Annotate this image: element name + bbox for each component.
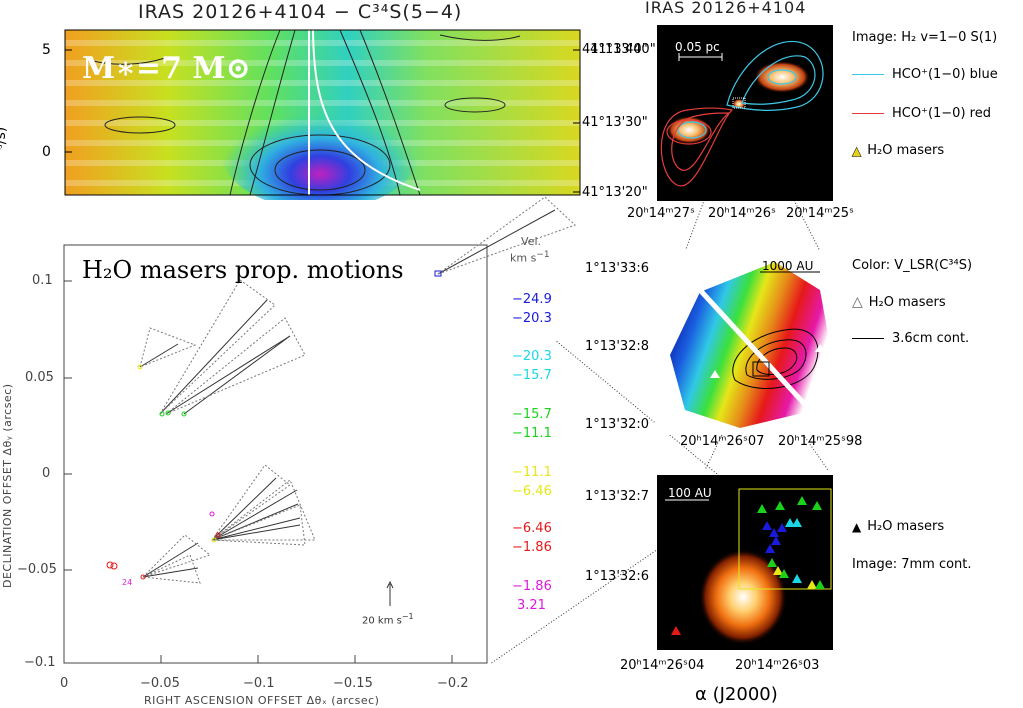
legend-label: Image: 7mm cont. [852, 557, 972, 572]
pv-ytick-0: 0 [42, 144, 51, 160]
legend-label: Image: H₂ v=1−0 S(1) [852, 30, 998, 45]
vel-range-3-lo: −6.46 [512, 484, 552, 499]
legend-line-swatch [852, 113, 884, 114]
br-maser-triangles [671, 496, 825, 635]
legend-label: H₂O masers [867, 143, 945, 158]
pm-ytick-0.1: 0.1 [32, 273, 53, 288]
pv-core-emission [220, 90, 420, 200]
pv-keplerian-curve [312, 29, 421, 191]
pv-ytick-5: 5 [42, 42, 51, 58]
pm-xtick-0: 0 [60, 676, 69, 691]
mr-dec-tick-32.8: 1°13'32:8 [585, 339, 650, 354]
triangle-icon: ▲ [852, 143, 862, 158]
maser-motion-vectors [139, 196, 576, 584]
legend-label: HCO⁺(1−0) blue [892, 67, 998, 82]
mr-ra-tick-07: 20ʰ14ᵐ26ˢ07 [680, 434, 765, 449]
legend-label: HCO⁺(1−0) red [892, 106, 991, 121]
triangle-icon: ▲ [852, 519, 862, 534]
mr-legend-item-0: Color: V_LSR(C³⁴S) [852, 258, 972, 273]
br-dec-tick-32.7: 1°13'32:7 [585, 489, 650, 504]
vel-range-5-hi: −1.86 [512, 579, 552, 594]
pm-ytick-0: 0 [42, 466, 51, 481]
mr-scale-bar: 1000 AU [762, 259, 814, 273]
mr-legend-item-2: 3.6cm cont. [852, 331, 969, 346]
tr-title: IRAS 20126+4104 [645, 0, 807, 17]
pm-xtick-m0.2: −0.2 [437, 676, 469, 691]
tr-legend-item-2: HCO⁺(1−0) red [852, 106, 991, 121]
vel-range-4-hi: −6.46 [512, 521, 552, 536]
vel-range-3-hi: −11.1 [512, 465, 552, 480]
vel-range-2-hi: −15.7 [512, 407, 552, 422]
vel-range-5-lo: 3.21 [517, 598, 546, 613]
pm-ytick-m0.1: −0.1 [24, 655, 56, 670]
legend-line-swatch [852, 74, 884, 75]
pv-diagram [64, 29, 581, 200]
vel-range-1-lo: −15.7 [512, 368, 552, 383]
br-ra-tick-03: 20ʰ14ᵐ26ˢ03 [735, 658, 820, 673]
pv-contours [89, 29, 521, 196]
tr-scale-bar: 0.05 pc [675, 40, 720, 54]
pv-ticks [65, 49, 580, 193]
vel-range-4-lo: −1.86 [512, 540, 552, 555]
legend-label: H₂O masers [867, 519, 945, 534]
pv-title: IRAS 20126+4104 − C³⁴S(5−4) [138, 1, 463, 23]
br-xlabel: α (J2000) [695, 684, 778, 705]
vel-range-0-hi: −24.9 [512, 292, 552, 307]
br-ra-tick-04: 20ʰ14ᵐ26ˢ04 [620, 658, 705, 673]
mr-dec-tick-32.0: 1°13'32:0 [585, 417, 650, 432]
triangle-icon: △ [852, 294, 863, 310]
pv-dec-tick-20: 41°13'20" [582, 185, 648, 200]
mr-ra-tick-98: 20ʰ14ᵐ25ˢ98 [778, 434, 863, 449]
vel-range-0-lo: −20.3 [512, 311, 552, 326]
tr-legend-item-1: HCO⁺(1−0) blue [852, 67, 998, 82]
propmotion-plot [63, 196, 576, 664]
tr-ra-tick-27: 20ʰ14ᵐ27ˢ [627, 206, 695, 221]
propmotion-ticks [64, 280, 453, 664]
legend-label: Color: V_LSR(C³⁴S) [852, 258, 973, 273]
pm-xtick-m0.1: −0.1 [243, 676, 275, 691]
pv-mass-label: M∗=7 M⊙ [82, 51, 251, 86]
pm-xlabel: RIGHT ASCENSION OFFSET Δθₓ (arcsec) [144, 694, 380, 707]
pm-ytick-m0.05: −0.05 [17, 562, 57, 577]
tr-ra-tick-26: 20ʰ14ᵐ26ˢ [708, 206, 776, 221]
mr-legend-item-1: △ H₂O masers [852, 294, 946, 310]
br-dec-tick-32.6: 1°13'32:6 [585, 569, 650, 584]
maser-spots [106, 270, 442, 580]
vel-unit: km s−1 [510, 250, 550, 265]
maser-label-24: 24 [122, 578, 133, 587]
vel-range-2-lo: −11.1 [512, 426, 552, 441]
vel-range-1-hi: −20.3 [512, 349, 552, 364]
legend-label: 3.6cm cont. [892, 331, 970, 346]
pm-ytick-0.05: 0.05 [25, 370, 54, 385]
mr-dec-tick-33.6: 1°13'33:6 [585, 261, 650, 276]
vel-header: Vel. [521, 235, 541, 248]
velocity-scale-label: 20 km s−1 [362, 612, 414, 627]
tr-dec-tick-40: 41°13'40" [590, 42, 656, 57]
br-legend-item-0: ▲ H₂O masers [852, 519, 944, 534]
br-legend-item-1: Image: 7mm cont. [852, 557, 972, 572]
pv-dec-tick-40: 41°13'40" [582, 42, 648, 57]
pv-dec-tick-30: 41°13'30" [582, 115, 648, 130]
pm-xtick-m0.15: −0.15 [333, 676, 373, 691]
br-scale-bar: 100 AU [668, 486, 712, 500]
legend-line-swatch [852, 338, 884, 339]
pm-xtick-m0.05: −0.05 [140, 676, 180, 691]
mr-image [655, 250, 835, 435]
br-image [657, 475, 833, 650]
propmotion-heading: H₂O masers prop. motions [82, 256, 404, 284]
legend-label: H₂O masers [868, 294, 946, 310]
tr-legend-item-0: Image: H₂ v=1−0 S(1) [852, 30, 997, 45]
tr-legend-item-3: ▲ H₂O masers [852, 143, 944, 158]
tr-ra-tick-25: 20ʰ14ᵐ25ˢ [786, 206, 854, 221]
tr-image [657, 25, 833, 201]
